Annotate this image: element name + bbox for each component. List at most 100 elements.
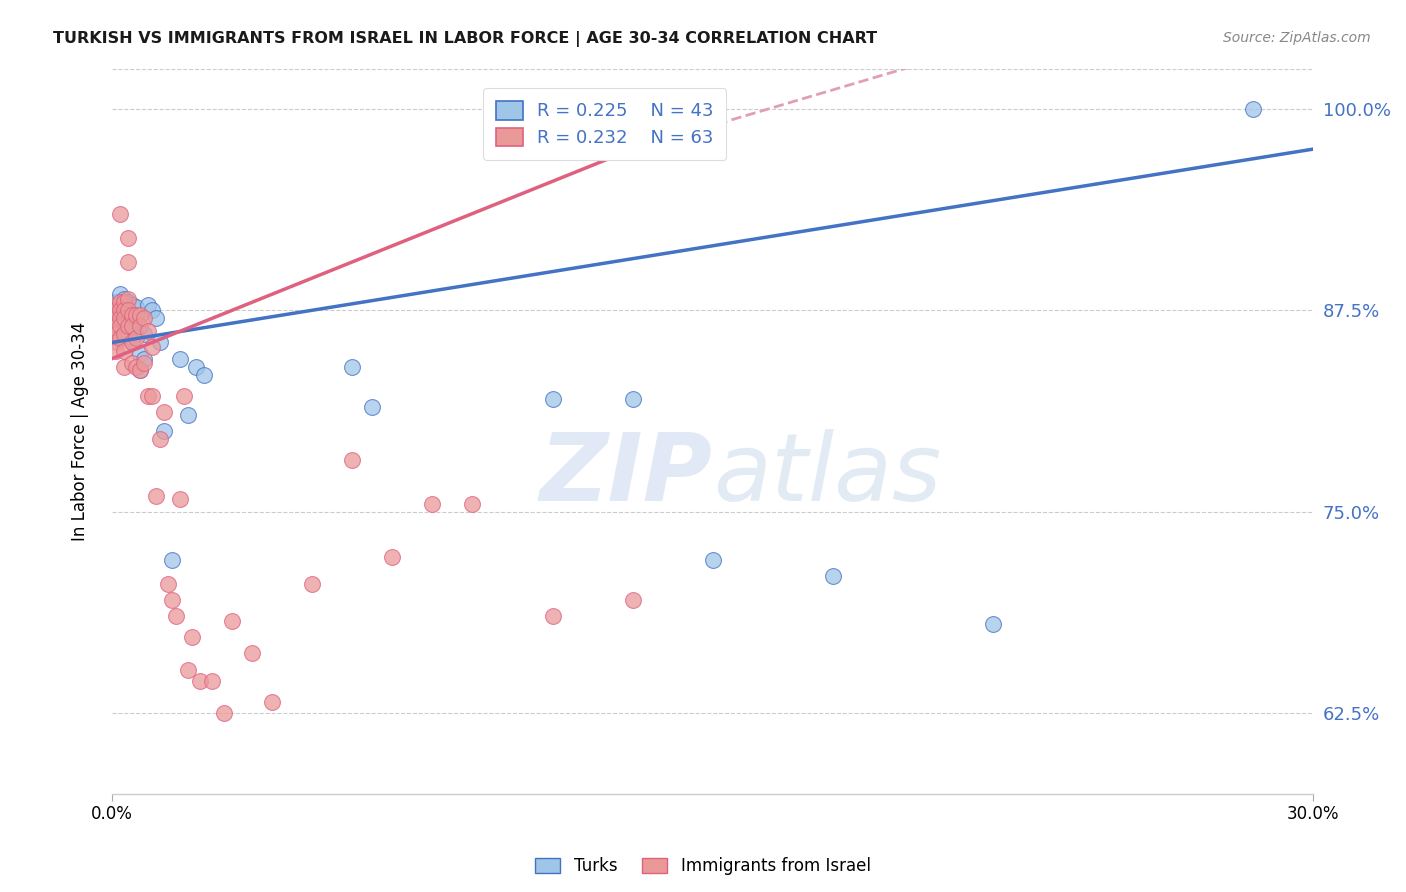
Text: ZIP: ZIP bbox=[540, 429, 713, 521]
Point bbox=[165, 609, 187, 624]
Point bbox=[157, 577, 180, 591]
Point bbox=[461, 497, 484, 511]
Point bbox=[105, 295, 128, 310]
Point bbox=[117, 319, 139, 334]
Point bbox=[342, 359, 364, 374]
Text: TURKISH VS IMMIGRANTS FROM ISRAEL IN LABOR FORCE | AGE 30-34 CORRELATION CHART: TURKISH VS IMMIGRANTS FROM ISRAEL IN LAB… bbox=[53, 31, 877, 47]
Point bbox=[145, 311, 167, 326]
Point bbox=[181, 631, 204, 645]
Point bbox=[117, 231, 139, 245]
Point bbox=[342, 453, 364, 467]
Point bbox=[108, 303, 131, 318]
Point bbox=[193, 368, 215, 382]
Point bbox=[108, 331, 131, 345]
Point bbox=[149, 432, 172, 446]
Point bbox=[125, 308, 148, 322]
Point bbox=[136, 298, 159, 312]
Point bbox=[108, 303, 131, 318]
Point bbox=[117, 311, 139, 326]
Point bbox=[121, 298, 143, 312]
Point bbox=[121, 319, 143, 334]
Point bbox=[262, 695, 284, 709]
Point bbox=[173, 389, 195, 403]
Point bbox=[169, 491, 191, 506]
Point bbox=[134, 327, 156, 342]
Point bbox=[117, 303, 139, 318]
Point bbox=[112, 359, 135, 374]
Point bbox=[381, 549, 404, 564]
Point bbox=[121, 319, 143, 334]
Point bbox=[105, 311, 128, 326]
Point bbox=[136, 324, 159, 338]
Point bbox=[129, 319, 152, 334]
Point bbox=[105, 343, 128, 358]
Point bbox=[129, 308, 152, 322]
Point bbox=[145, 489, 167, 503]
Point bbox=[117, 292, 139, 306]
Point bbox=[108, 287, 131, 301]
Point bbox=[188, 673, 211, 688]
Point bbox=[125, 331, 148, 345]
Point bbox=[105, 335, 128, 350]
Point bbox=[177, 408, 200, 422]
Y-axis label: In Labor Force | Age 30-34: In Labor Force | Age 30-34 bbox=[72, 321, 89, 541]
Point bbox=[112, 311, 135, 326]
Point bbox=[112, 303, 135, 318]
Point bbox=[108, 311, 131, 326]
Point bbox=[129, 347, 152, 361]
Point bbox=[153, 424, 176, 438]
Legend: Turks, Immigrants from Israel: Turks, Immigrants from Israel bbox=[527, 849, 879, 884]
Point bbox=[105, 298, 128, 312]
Point bbox=[112, 314, 135, 328]
Point bbox=[129, 363, 152, 377]
Point bbox=[177, 663, 200, 677]
Point bbox=[160, 553, 183, 567]
Point bbox=[105, 303, 128, 318]
Point bbox=[125, 300, 148, 314]
Point bbox=[121, 308, 143, 322]
Point bbox=[117, 319, 139, 334]
Point bbox=[134, 356, 156, 370]
Point bbox=[702, 553, 724, 567]
Point bbox=[621, 392, 644, 406]
Point bbox=[136, 389, 159, 403]
Point bbox=[129, 363, 152, 377]
Point bbox=[112, 295, 135, 310]
Point bbox=[121, 335, 143, 350]
Point bbox=[221, 614, 243, 628]
Point bbox=[112, 327, 135, 342]
Point bbox=[541, 392, 564, 406]
Point bbox=[1241, 102, 1264, 116]
Point bbox=[160, 593, 183, 607]
Point bbox=[134, 311, 156, 326]
Point bbox=[105, 327, 128, 342]
Point bbox=[169, 351, 191, 366]
Point bbox=[186, 359, 208, 374]
Point bbox=[541, 609, 564, 624]
Point bbox=[112, 303, 135, 318]
Point bbox=[121, 308, 143, 322]
Point bbox=[121, 356, 143, 370]
Point bbox=[149, 335, 172, 350]
Point bbox=[201, 673, 224, 688]
Point bbox=[141, 340, 163, 354]
Point bbox=[112, 298, 135, 312]
Point bbox=[108, 206, 131, 220]
Point bbox=[108, 295, 131, 310]
Point bbox=[301, 577, 323, 591]
Point bbox=[121, 335, 143, 350]
Point bbox=[621, 593, 644, 607]
Point bbox=[112, 343, 135, 358]
Point bbox=[240, 647, 263, 661]
Point bbox=[981, 617, 1004, 632]
Text: atlas: atlas bbox=[713, 429, 941, 520]
Point bbox=[125, 359, 148, 374]
Point bbox=[361, 400, 384, 414]
Point bbox=[117, 255, 139, 269]
Point bbox=[112, 311, 135, 326]
Point bbox=[214, 706, 236, 720]
Point bbox=[821, 569, 844, 583]
Point bbox=[141, 303, 163, 318]
Point bbox=[105, 303, 128, 318]
Legend: R = 0.225    N = 43, R = 0.232    N = 63: R = 0.225 N = 43, R = 0.232 N = 63 bbox=[484, 88, 727, 160]
